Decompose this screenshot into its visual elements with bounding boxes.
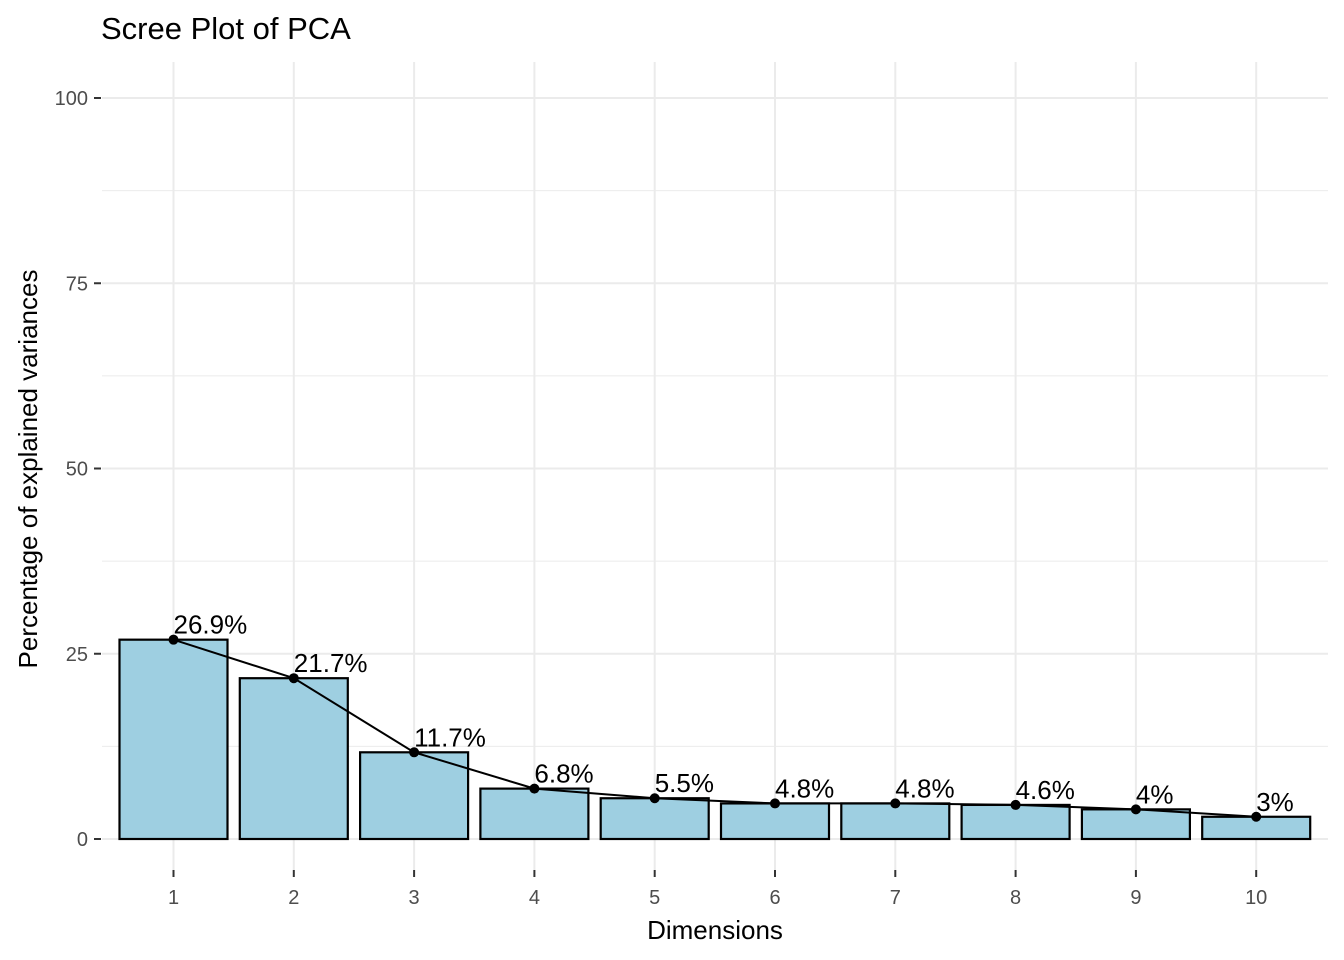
data-label-4: 6.8% (534, 759, 593, 789)
x-tick-label: 7 (890, 887, 901, 909)
x-tick-label: 1 (168, 887, 179, 909)
x-axis: 1 2 3 4 5 6 7 8 9 10 (168, 870, 1267, 909)
point-1 (168, 634, 179, 645)
data-label-8: 4.6% (1016, 775, 1075, 805)
x-axis-title: Dimensions (647, 915, 783, 945)
bar-3 (359, 751, 470, 841)
x-tick-label: 6 (769, 887, 780, 909)
y-tick-label: 25 (66, 644, 88, 666)
y-tick-label: 50 (66, 459, 88, 481)
bar-8 (960, 803, 1071, 841)
point-6 (770, 798, 780, 809)
variance-line (173, 638, 1257, 818)
x-tick-label: 8 (1010, 887, 1021, 909)
data-label-1: 26.9% (174, 610, 248, 640)
x-tick-label: 4 (529, 887, 540, 909)
point-2 (288, 673, 299, 684)
point-5 (649, 793, 660, 804)
point-8 (1010, 799, 1021, 810)
data-label-9: 4% (1136, 779, 1174, 809)
data-label-3: 11.7% (414, 722, 486, 752)
point-9 (1130, 804, 1141, 815)
chart-title: Scree Plot of PCA (101, 11, 351, 46)
y-tick-label: 75 (66, 273, 88, 295)
x-tick-label: 3 (409, 887, 420, 909)
x-tick-label: 9 (1130, 887, 1141, 909)
bar-7 (840, 802, 951, 841)
bar-4 (479, 787, 590, 841)
data-labels: 26.9% 21.7% 11.7% 6.8% 5.5% 4.8% 4.8% 4.6% 4% 3% (174, 610, 1294, 817)
bar-5 (599, 797, 710, 841)
x-tick-label: 2 (288, 887, 299, 909)
data-label-7: 4.8% (895, 773, 954, 803)
x-tick-label: 5 (649, 887, 660, 909)
y-axis-title: Percentage of explained variances (13, 270, 43, 669)
point-10 (1251, 811, 1262, 822)
bar-2 (238, 677, 349, 841)
point-7 (890, 798, 901, 809)
x-tick-label: 10 (1245, 887, 1267, 909)
data-label-10: 3% (1256, 787, 1294, 817)
point-series (168, 634, 1262, 822)
y-tick-label: 0 (77, 829, 88, 851)
bar-6 (719, 802, 831, 841)
data-label-5: 5.5% (655, 768, 714, 798)
point-4 (529, 783, 540, 794)
gridlines (102, 62, 1328, 870)
y-tick-label: 100 (55, 88, 88, 110)
point-3 (409, 747, 420, 758)
bar-1 (118, 638, 229, 841)
data-label-6: 4.8% (775, 773, 834, 803)
y-axis: 0 25 50 75 100 (55, 88, 101, 851)
data-label-2: 21.7% (294, 648, 368, 678)
line-series (173, 638, 1257, 818)
